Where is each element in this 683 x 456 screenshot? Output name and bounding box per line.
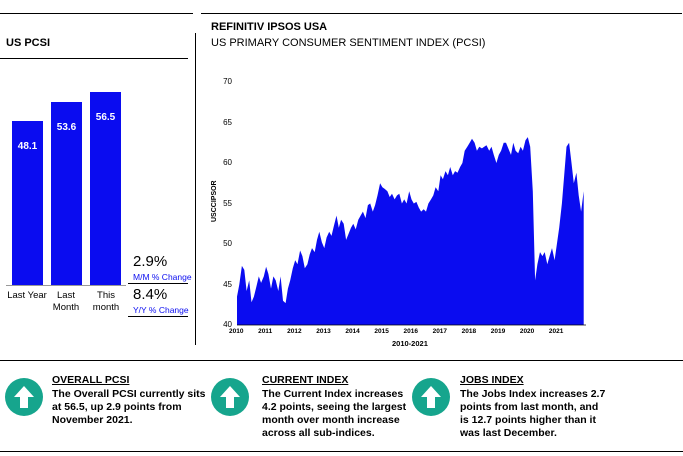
kpi-text-overall: The Overall PCSI currently sits at 56.5,… [52,388,205,427]
y-tick-label: 70 [223,77,232,86]
mm-rule [128,283,188,284]
top-rule-right [201,13,682,14]
x-tick-label: 2018 [461,328,477,335]
up-arrow-icon [211,378,249,416]
bar-label-last-month: Last Month [45,290,87,314]
bar-label-last-year: Last Year [5,290,49,302]
y-axis-label: USCCIPSOR [211,180,218,222]
bar-last-year [12,120,43,285]
x-tick-label: 2012 [287,328,302,335]
chart-title: REFINITIV IPSOS USA [211,21,328,33]
footer-rule [0,451,683,452]
bar-label-line1: Last Year [7,290,47,301]
kpi-title-jobs: JOBS INDEX [460,374,524,386]
x-tick-label: 2020 [519,328,535,335]
top-rule [0,13,193,14]
yy-change-label: Y/Y % Change [133,305,189,315]
panel-divider [195,33,196,345]
y-tick-label: 60 [223,158,232,167]
kpi-line: across all sub-indices. [262,427,375,439]
x-tick-label: 2021 [548,328,564,335]
kpi-line: The Jobs Index increases 2.7 [460,388,606,400]
bar-this-month [90,92,121,285]
area-chart-plot [237,137,586,326]
kpi-line: points from last month, and [460,401,599,413]
kpi-line: 4.2 points, seeing the largest [262,401,407,413]
bottom-rule [0,360,683,361]
kpi-title-current: CURRENT INDEX [262,374,349,386]
y-tick-label: 50 [223,239,232,248]
chart-subtitle: US PRIMARY CONSUMER SENTIMENT INDEX (PCS… [211,37,486,49]
y-tick-label: 45 [223,279,232,289]
up-arrow-icon [412,378,450,416]
bar-label-line1: This [97,290,115,301]
y-tick-label: 65 [223,117,232,127]
bar-label-line2: month [92,302,120,313]
bar-last-month [51,101,82,285]
kpi-line: The Overall PCSI currently sits [52,388,206,400]
bar-label-this-month: This month [84,290,128,314]
yy-rule [128,316,188,317]
kpi-line: was last December. [460,427,557,439]
bar-label-line1: Last [57,290,75,301]
y-tick-label: 40 [223,320,232,329]
bar-value-last-year: 48.1 [17,140,38,152]
x-axis-label: 2010-2021 [392,339,428,348]
kpi-line: at 56.5, up 2.9 points from [52,401,182,413]
bar-label-line2: Month [52,302,80,313]
x-tick-label: 2013 [316,328,331,335]
mm-change-label: M/M % Change [133,272,192,282]
bar-value-this-month: 56.5 [95,112,116,123]
x-tick-label: 2015 [374,328,389,335]
x-tick-label: 2010 [229,328,244,335]
bar-value-last-month: 53.6 [56,121,77,133]
kpi-line: The Current Index increases [262,388,404,400]
mm-change-value: 2.9% [133,253,168,270]
bar-chart-baseline [6,285,126,286]
x-tick-label: 2011 [258,328,273,335]
x-tick-label: 2019 [490,328,506,335]
x-tick-label: 2014 [345,328,360,335]
y-tick-label: 55 [223,198,232,208]
x-tick-label: 2017 [432,328,448,335]
left-panel-title: US PCSI [6,37,51,49]
kpi-title-overall: OVERALL PCSI [52,374,130,386]
kpi-line: November 2021. [52,414,133,426]
kpi-text-current: The Current Index increases 4.2 points, … [262,388,406,440]
left-title-rule [0,58,188,59]
x-tick-label: 2016 [403,328,418,335]
up-arrow-icon [5,378,43,416]
pcsi-area-series [237,137,584,325]
kpi-line: month over month increase [262,414,400,426]
yy-change-value: 8.4% [133,286,168,303]
kpi-line: is 12.7 points higher than it [460,414,596,426]
kpi-text-jobs: The Jobs Index increases 2.7 points from… [460,388,605,440]
